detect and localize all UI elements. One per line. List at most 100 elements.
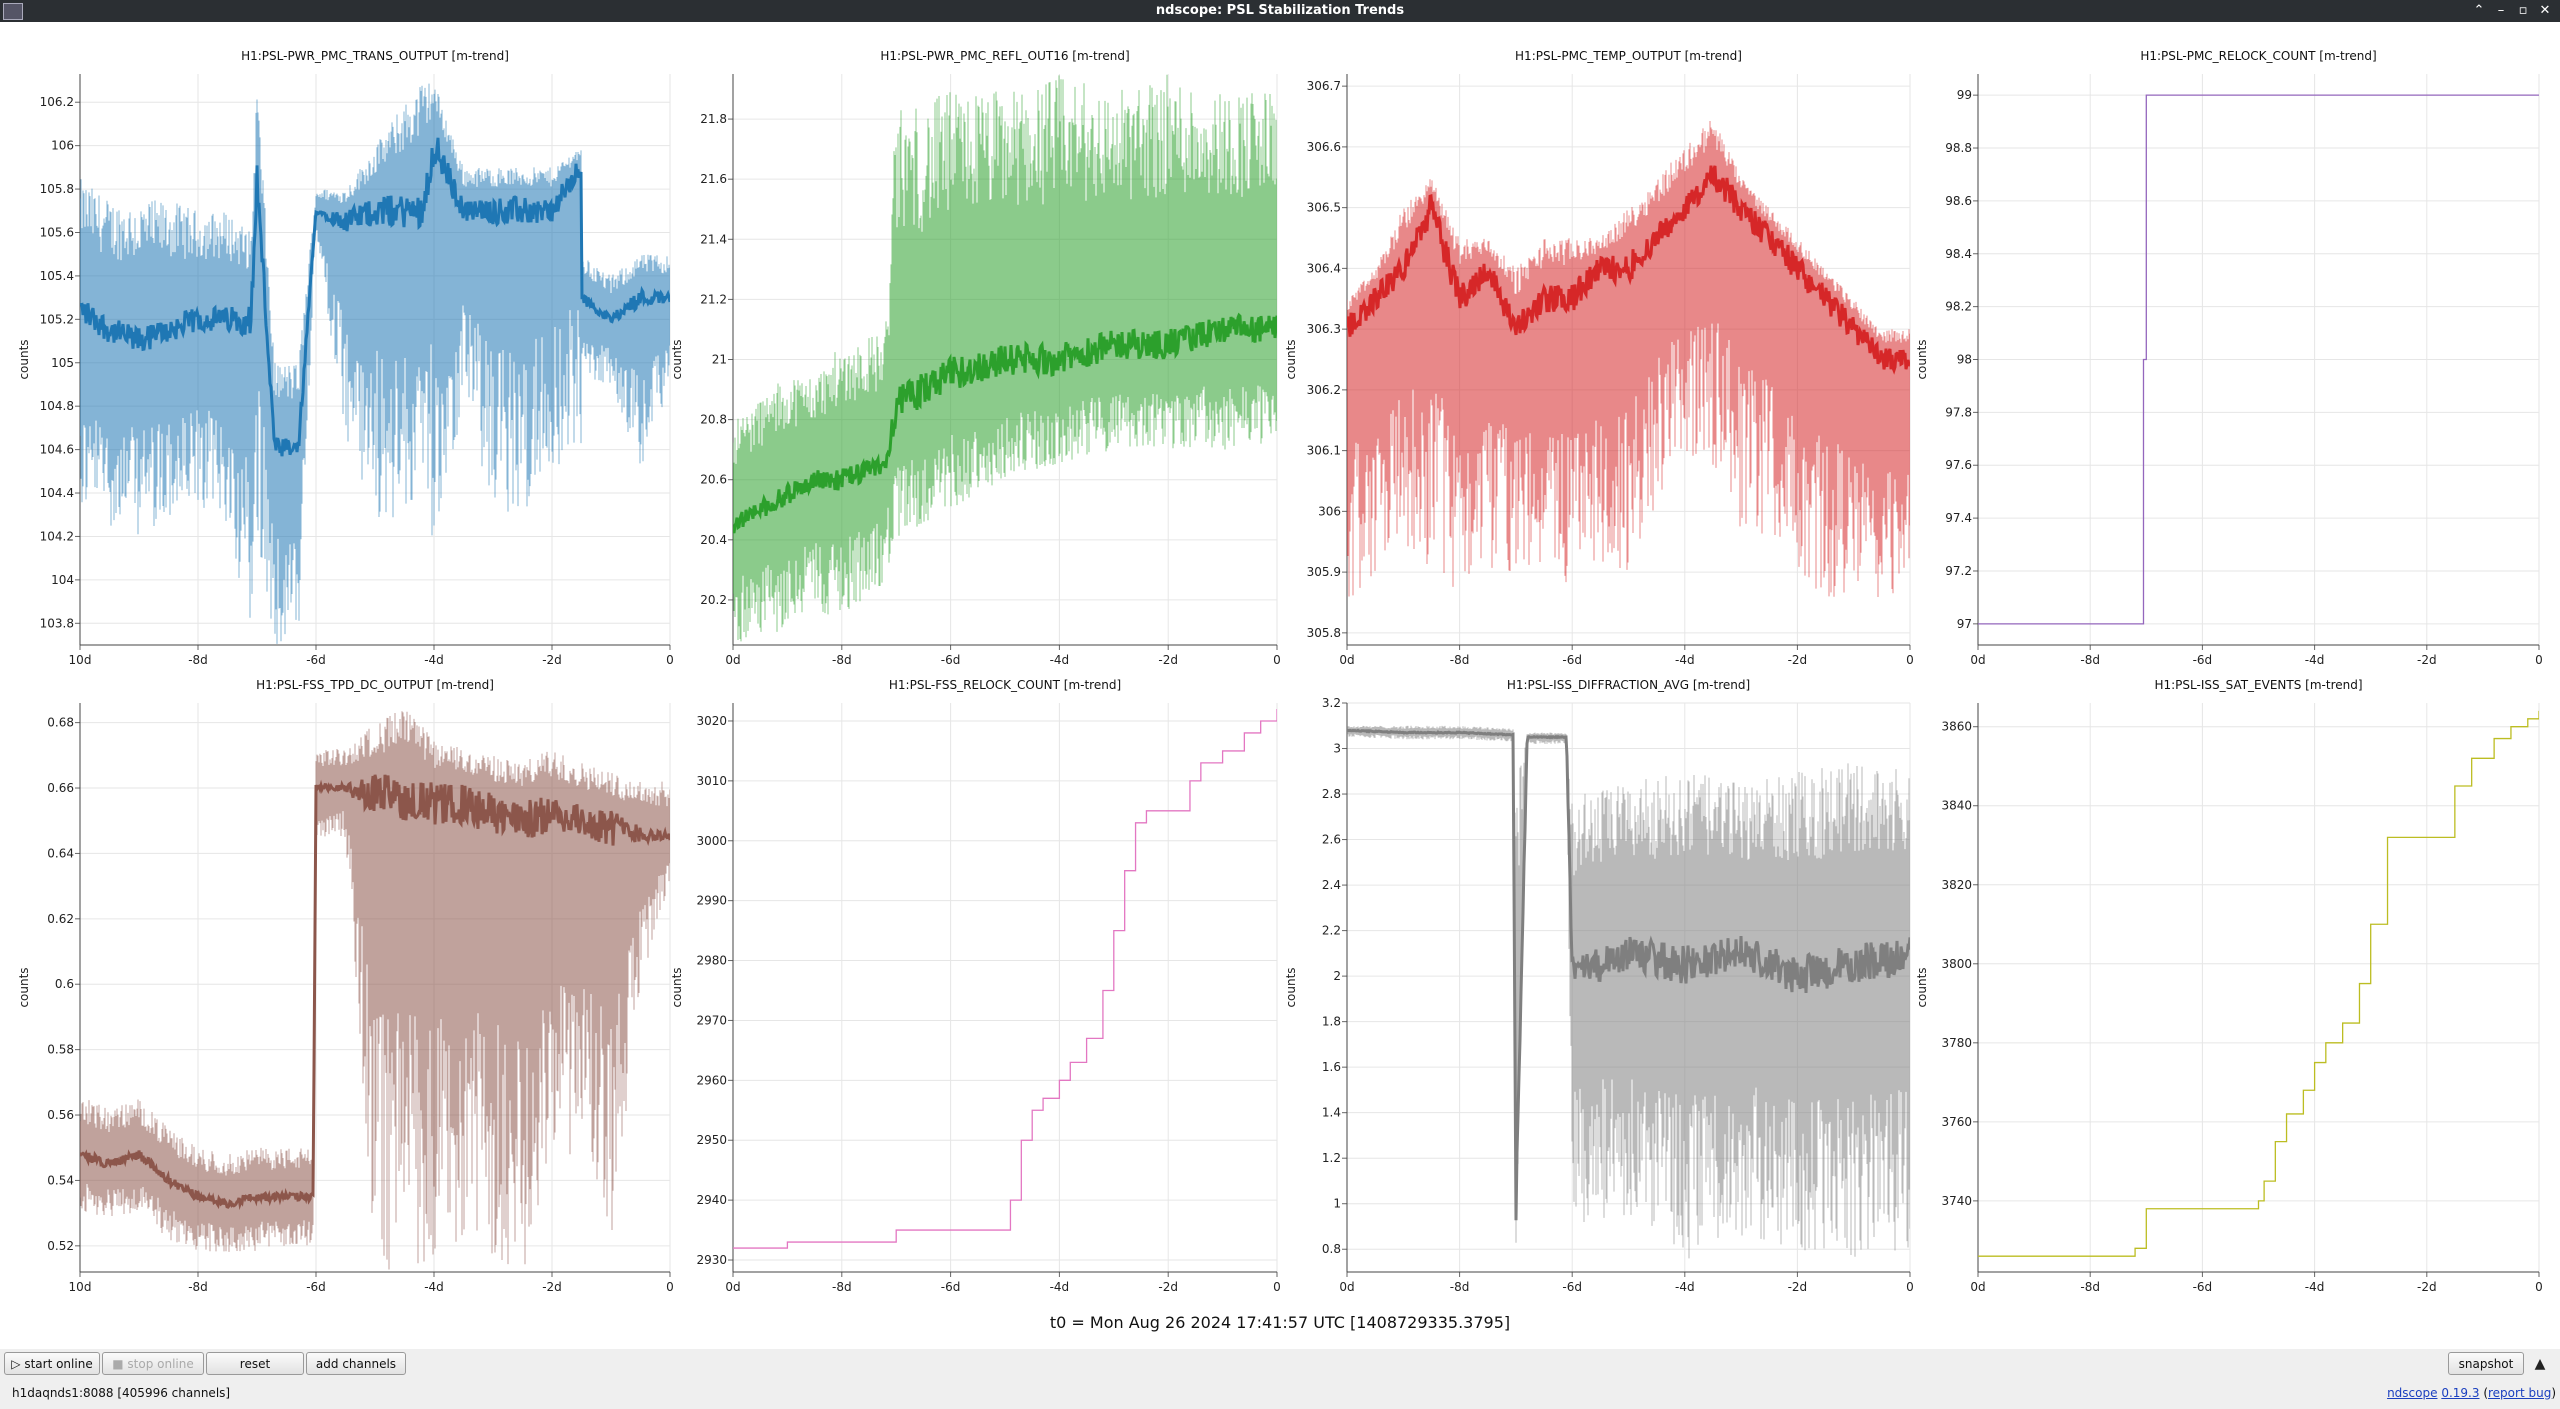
y-tick-label: 306.1 bbox=[1307, 444, 1341, 458]
y-tick-label: 2990 bbox=[696, 894, 727, 908]
y-tick-label: 2.6 bbox=[1322, 833, 1341, 847]
y-tick-label: 20.6 bbox=[700, 473, 727, 487]
y-tick-label: 3020 bbox=[696, 714, 727, 728]
y-tick-label: 21 bbox=[712, 353, 727, 367]
chart-panel-8[interactable]: H1:PSL-ISS_SAT_EVENTS [m-trend] 3740 3760 3… bbox=[1915, 678, 2543, 1294]
y-tick-label: 105.4 bbox=[40, 269, 74, 283]
chart-panel-7[interactable]: H1:PSL-ISS_DIFFRACTION_AVG [m-trend] 0.8 1… bbox=[1284, 678, 1914, 1294]
x-tick-label: -8d bbox=[832, 653, 852, 667]
series-mean-line bbox=[1347, 165, 1910, 375]
y-tick-label: 20.2 bbox=[700, 593, 727, 607]
series-mean-line bbox=[1347, 728, 1910, 1221]
y-tick-label: 21.2 bbox=[700, 292, 727, 306]
x-tick-label: 0d bbox=[725, 1280, 740, 1294]
y-tick-label: 21.4 bbox=[700, 232, 727, 246]
start-online-label: start online bbox=[24, 1357, 93, 1371]
series-envelope bbox=[1347, 121, 1910, 598]
y-axis-label: counts bbox=[1915, 967, 1929, 1007]
series-mean-line bbox=[733, 312, 1277, 534]
reset-button[interactable]: reset bbox=[206, 1352, 304, 1375]
y-tick-label: 97.8 bbox=[1945, 405, 1972, 419]
y-tick-label: 3780 bbox=[1941, 1036, 1972, 1050]
y-tick-label: 0.68 bbox=[47, 716, 74, 730]
y-tick-label: 2930 bbox=[696, 1253, 727, 1267]
x-tick-label: -4d bbox=[1050, 1280, 1070, 1294]
stop-online-button[interactable]: ■ stop online bbox=[102, 1352, 204, 1375]
plot-canvas[interactable]: H1:PSL-PWR_PMC_TRANS_OUTPUT [m-trend]103… bbox=[0, 22, 2560, 1317]
chart-panel-6[interactable]: H1:PSL-FSS_RELOCK_COUNT [m-trend] 2930 294… bbox=[670, 678, 1281, 1294]
x-tick-label: -2d bbox=[1788, 1280, 1808, 1294]
y-tick-label: 97 bbox=[1957, 617, 1972, 631]
status-bar: h1daqnds1:8088 [405996 channels] ndscope… bbox=[0, 1379, 2560, 1409]
y-tick-label: 97.2 bbox=[1945, 564, 1972, 578]
series-plot bbox=[733, 74, 1277, 642]
y-tick-label: 2 bbox=[1333, 969, 1341, 983]
x-tick-label: 0 bbox=[1906, 1280, 1914, 1294]
x-tick-label: 0 bbox=[1273, 1280, 1281, 1294]
y-tick-label: 306 bbox=[1318, 504, 1341, 518]
x-tick-label: -6d bbox=[306, 653, 326, 667]
y-tick-label: 2970 bbox=[696, 1013, 727, 1027]
chart-panel-2[interactable]: H1:PSL-PWR_PMC_REFL_OUT16 [m-trend] 20.2 2… bbox=[670, 49, 1281, 667]
series-mean-line bbox=[80, 137, 670, 457]
series-envelope bbox=[80, 83, 670, 644]
y-tick-label: 3010 bbox=[696, 774, 727, 788]
x-tick-label: -8d bbox=[188, 653, 208, 667]
series-plot bbox=[1978, 94, 2539, 625]
x-tick-label: -8d bbox=[832, 1280, 852, 1294]
y-tick-label: 20.8 bbox=[700, 413, 727, 427]
y-tick-label: 2960 bbox=[696, 1073, 727, 1087]
x-tick-label: 0d bbox=[1339, 653, 1354, 667]
close-button[interactable]: ✕ bbox=[2539, 3, 2551, 18]
chart-title: H1:PSL-FSS_RELOCK_COUNT [m-trend] bbox=[889, 678, 1121, 692]
start-online-button[interactable]: ▷ start online bbox=[4, 1352, 100, 1375]
y-tick-label: 0.8 bbox=[1322, 1242, 1341, 1256]
y-tick-label: 104.6 bbox=[40, 443, 74, 457]
version-link[interactable]: 0.19.3 bbox=[2441, 1386, 2480, 1400]
stop-online-label: stop online bbox=[127, 1357, 194, 1371]
maximize-button[interactable]: ▫ bbox=[2518, 3, 2528, 18]
chart-panel-5[interactable]: H1:PSL-FSS_TPD_DC_OUTPUT [m-trend] 0.52 0.… bbox=[17, 678, 674, 1294]
snapshot-button[interactable]: snapshot bbox=[2448, 1352, 2524, 1375]
x-tick-label: -6d bbox=[2193, 1280, 2213, 1294]
add-channels-button[interactable]: add channels bbox=[306, 1352, 406, 1375]
keep-above-button[interactable]: ⌃ bbox=[2473, 3, 2485, 18]
y-tick-label: 0.54 bbox=[47, 1173, 74, 1187]
y-tick-label: 1.8 bbox=[1322, 1015, 1341, 1029]
y-tick-label: 0.66 bbox=[47, 781, 74, 795]
y-tick-label: 97.6 bbox=[1945, 458, 1972, 472]
t0-label: t0 = Mon Aug 26 2024 17:41:57 UTC [14087… bbox=[1049, 1313, 1511, 1332]
y-tick-label: 3760 bbox=[1941, 1115, 1972, 1129]
y-tick-label: 306.5 bbox=[1307, 201, 1341, 215]
minimize-button[interactable]: – bbox=[2497, 3, 2505, 18]
plot-grid[interactable]: H1:PSL-PWR_PMC_TRANS_OUTPUT [m-trend] 103… bbox=[0, 22, 2560, 1317]
y-tick-label: 98.6 bbox=[1945, 194, 1972, 208]
y-tick-label: 0.64 bbox=[47, 846, 74, 860]
report-bug-link[interactable]: report bug bbox=[2488, 1386, 2552, 1400]
y-tick-label: 2.4 bbox=[1322, 878, 1341, 892]
y-axis-label: counts bbox=[1284, 967, 1298, 1007]
chart-panel-4[interactable]: H1:PSL-PMC_RELOCK_COUNT [m-trend] 97 97.2 9… bbox=[1915, 49, 2543, 667]
y-tick-label: 105.8 bbox=[40, 182, 74, 196]
y-tick-label: 3740 bbox=[1941, 1194, 1972, 1208]
x-tick-label: -6d bbox=[306, 1280, 326, 1294]
y-tick-label: 305.9 bbox=[1307, 565, 1341, 579]
app-link[interactable]: ndscope bbox=[2387, 1386, 2438, 1400]
expand-arrow-icon[interactable]: ▲ bbox=[2534, 1356, 2546, 1372]
x-tick-label: -6d bbox=[1562, 1280, 1582, 1294]
y-tick-label: 3000 bbox=[696, 834, 727, 848]
chart-title: H1:PSL-ISS_DIFFRACTION_AVG [m-trend] bbox=[1507, 678, 1750, 692]
window-titlebar: ndscope: PSL Stabilization Trends ⌃ – ▫ … bbox=[0, 0, 2560, 22]
y-tick-label: 1.2 bbox=[1322, 1151, 1341, 1165]
x-tick-label: -8d bbox=[1450, 653, 1470, 667]
y-tick-label: 20.4 bbox=[700, 533, 727, 547]
chart-panel-3[interactable]: H1:PSL-PMC_TEMP_OUTPUT [m-trend] 305.8 305… bbox=[1284, 49, 1914, 667]
series-line bbox=[1978, 710, 2539, 1257]
x-tick-label: -2d bbox=[1158, 653, 1178, 667]
y-tick-label: 1 bbox=[1333, 1197, 1341, 1211]
y-tick-label: 0.52 bbox=[47, 1239, 74, 1253]
y-tick-label: 106 bbox=[51, 139, 74, 153]
y-tick-label: 0.6 bbox=[55, 977, 74, 991]
x-tick-label: -8d bbox=[2080, 653, 2100, 667]
chart-panel-1[interactable]: H1:PSL-PWR_PMC_TRANS_OUTPUT [m-trend] 103… bbox=[17, 49, 674, 667]
